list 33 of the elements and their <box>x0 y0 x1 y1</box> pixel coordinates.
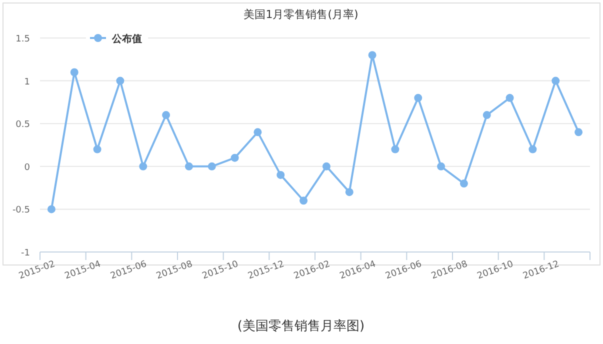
point <box>208 162 216 170</box>
point <box>230 154 239 162</box>
point <box>345 188 354 196</box>
legend-label: 公布值 <box>111 33 142 45</box>
point <box>482 111 491 120</box>
point <box>460 180 468 188</box>
y-tick-label: -0.5 <box>12 206 30 216</box>
point <box>139 162 148 170</box>
text: (美国零售销售月率图) <box>237 318 365 334</box>
point <box>414 94 422 102</box>
y-tick-label: 1 <box>24 77 30 88</box>
point <box>506 94 514 102</box>
point <box>47 205 56 214</box>
chart-title: 美国1月零售销售(月率) <box>244 8 358 21</box>
point <box>93 145 102 154</box>
y-tick-label: 1.5 <box>16 34 30 44</box>
point <box>437 162 446 170</box>
point <box>391 145 400 154</box>
point <box>300 196 308 205</box>
point <box>254 128 262 136</box>
point <box>70 68 78 76</box>
point <box>116 76 124 85</box>
point <box>552 76 560 85</box>
point <box>322 162 330 170</box>
y-tick-label: 0 <box>24 162 30 173</box>
point <box>528 145 537 154</box>
point <box>162 111 170 120</box>
point <box>368 51 376 60</box>
point <box>184 162 193 170</box>
y-tick-label: 0.5 <box>16 120 30 130</box>
point <box>574 128 583 136</box>
y-tick-label: -1 <box>21 248 30 258</box>
point <box>276 170 285 179</box>
